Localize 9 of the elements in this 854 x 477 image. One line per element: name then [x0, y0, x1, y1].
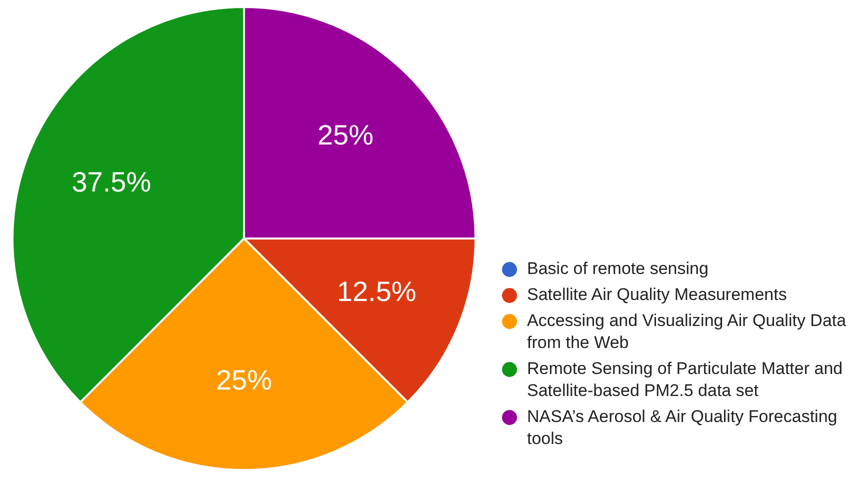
legend-label: NASA’s Aerosol & Air Quality Forecasting tools: [527, 406, 838, 450]
data-label: 37.5%: [72, 166, 152, 198]
legend-label: Accessing and Visualizing Air Quality Data from the Web: [527, 310, 847, 354]
data-label: 25%: [216, 364, 272, 396]
legend-label: Satellite Air Quality Measurements: [527, 284, 787, 306]
legend-label: Basic of remote sensing: [527, 258, 708, 280]
data-label: 25%: [317, 120, 374, 151]
data-label: 12.5%: [336, 276, 416, 308]
legend-label: Remote Sensing of Particulate Matter and Satellite-based PM2.5 data set: [527, 358, 844, 402]
